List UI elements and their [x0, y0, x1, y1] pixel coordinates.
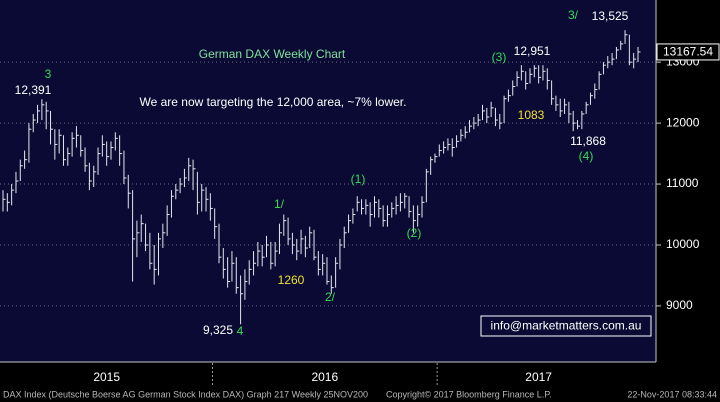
annotation: 12,951 [514, 44, 551, 58]
chart-title: German DAX Weekly Chart [199, 47, 346, 61]
chart-subtitle: We are now targeting the 12,000 area, ~7… [140, 95, 407, 109]
last-price: 13167.54 [663, 45, 713, 59]
annotation: 13,525 [592, 9, 629, 23]
plot-area [0, 0, 656, 362]
annotation: 1083 [518, 108, 545, 122]
last-price-box [656, 43, 720, 61]
annotation: (2) [407, 226, 422, 240]
x-tick-label: 2017 [525, 370, 552, 384]
annotation: 4 [237, 324, 244, 338]
annotation: 3/ [568, 8, 579, 22]
x-tick-label: 2015 [93, 370, 120, 384]
annotation: 9,325 [203, 323, 233, 337]
annotation: 11,868 [570, 134, 606, 148]
email: info@marketmatters.com.au [491, 319, 642, 333]
bars [2, 30, 641, 325]
annotation: 2/ [325, 290, 336, 304]
annotations: 3 12,391 9,325 4 1/1260 2/ (1) (2) (3) 12,951 1083… [15, 8, 629, 338]
annotation: (1) [351, 172, 366, 186]
grid [0, 61, 656, 307]
annotation: 3 [45, 67, 52, 81]
x-axis-labels: 2015 2016 2017 [93, 363, 552, 387]
email-box [480, 315, 652, 337]
y-tick-label: 12000 [666, 115, 700, 129]
annotation: (4) [579, 149, 594, 163]
footer-right: 22-Nov-2017 08:33:44 [627, 389, 717, 399]
x-tick-label: 2016 [311, 370, 338, 384]
y-tick-label: 10000 [666, 237, 700, 251]
footer-middle: Copyright© 2017 Bloomberg Finance L.P. [386, 389, 552, 399]
annotation: 12,391 [15, 83, 52, 97]
annotation: 1260 [278, 273, 305, 287]
footer-left: DAX Index (Deutsche Boerse AG German Sto… [3, 389, 368, 399]
footer [0, 388, 720, 402]
annotation: (3) [492, 50, 507, 64]
y-tick-label: 9000 [666, 298, 693, 312]
annotation: 1/ [274, 197, 285, 211]
y-tick-label: 11000 [666, 176, 699, 190]
